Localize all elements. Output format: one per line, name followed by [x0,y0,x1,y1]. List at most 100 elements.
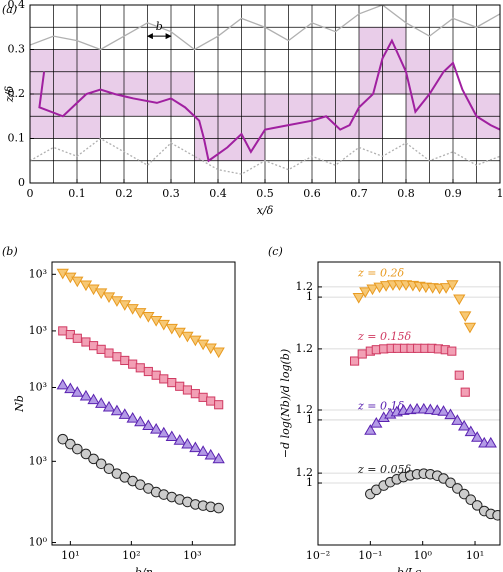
x-tick-label: 1 [497,187,503,200]
marker [214,400,224,410]
contour-line [30,5,500,51]
marker [439,283,453,294]
marker [173,434,186,445]
x-tick-label: 10⁻² [306,549,330,562]
marker [458,488,470,500]
x-tick-label: 0.9 [444,187,462,200]
marker [373,282,386,294]
marker [88,341,99,351]
y-tick-label: 10³ [29,267,47,280]
x-tick-label: 0.2 [115,187,133,200]
marker [451,414,464,425]
x-axis-label: b/Lϵ [397,566,421,572]
marker [445,477,456,489]
marker [213,502,224,514]
marker [379,281,393,292]
marker [212,347,225,359]
marker [366,284,379,296]
marker [64,382,77,394]
x-tick-label: 0.8 [397,187,415,200]
marker [352,293,365,304]
marker [58,326,68,336]
marker [460,387,470,397]
marker [143,366,153,377]
marker [95,458,107,470]
marker [459,311,472,323]
marker [110,404,124,416]
x-tick-label: 10¹ [61,549,79,562]
x-axis-label: b/η [135,566,153,572]
marker [134,415,147,427]
series-label: z = 0.05δ [357,463,411,476]
axes-frame [317,261,501,546]
marker [71,386,84,397]
marker [212,452,225,464]
marker [458,419,471,431]
marker [151,370,161,380]
plot-area [318,280,500,521]
marker [118,408,131,419]
marker [167,378,177,388]
y-tick-label: 0.1 [8,132,26,145]
y-tick-label: 0.4 [8,0,26,11]
marker [57,433,69,445]
marker [81,337,91,347]
x-tick-label: 0.7 [350,187,368,200]
marker [120,355,130,366]
marker [196,445,210,456]
y-axis-label: z/δ [3,86,16,104]
y-tick-label: 10³ [29,454,47,467]
marker [175,381,185,391]
y-tick-label: 1.2 [296,403,314,416]
marker [492,509,500,521]
y-tick-label: 1.2 [296,280,314,293]
marker [159,374,169,384]
x-tick-label: 10² [122,549,140,562]
y-tick-label: 1.2 [296,342,314,355]
marker [452,483,463,494]
marker [165,430,178,442]
marker [424,403,437,415]
marker [80,448,92,460]
x-tick-label: 0.3 [162,187,180,200]
marker [484,436,497,448]
x-tick-label: 10⁰ [413,549,432,562]
marker [157,426,170,438]
marker [181,437,194,449]
x-tick-label: 0.1 [68,187,86,200]
marker [206,396,216,406]
y-tick-label: 10³ [29,381,47,394]
marker [189,441,202,453]
y-tick-label: 0.2 [8,87,26,100]
y-tick-label: 1.2 [296,466,314,479]
marker [350,356,360,366]
marker [471,431,484,442]
y-tick-label: 1 [306,413,313,426]
marker [104,348,114,358]
marker [447,346,457,356]
marker [103,463,115,475]
y-tick-label: 1 [306,290,313,303]
marker [370,417,383,428]
x-tick-label: 10¹ [466,549,484,562]
marker [357,349,367,359]
marker [204,448,217,460]
marker [379,344,389,354]
marker [150,423,163,434]
marker [463,322,477,334]
marker [471,500,483,511]
x-tick-label: 10³ [183,549,201,562]
x-tick-label: 0.4 [209,187,227,200]
contour-line [30,137,500,175]
series-label: z = 0.2δ [357,266,404,279]
marker [72,333,82,343]
axes-frame [51,261,236,546]
x-tick-label: 10⁻¹ [358,549,382,562]
marker [126,411,139,423]
plot-area [30,5,500,183]
marker [87,393,100,405]
x-tick-label: 0 [27,187,34,200]
x-axis-label: x/δ [257,204,274,217]
